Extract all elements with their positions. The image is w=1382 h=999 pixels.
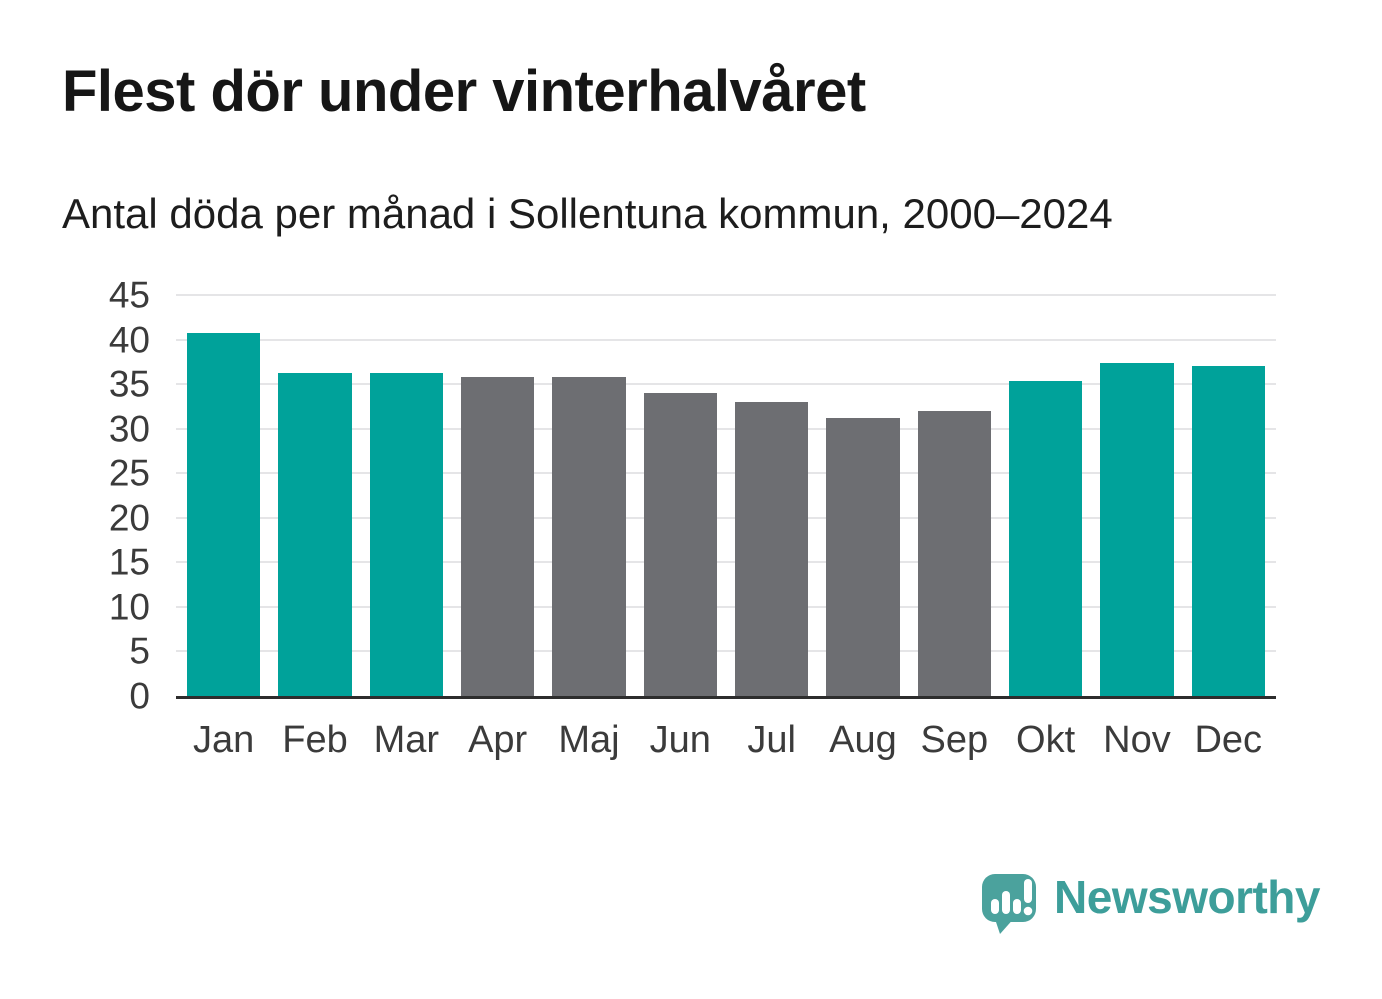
y-tick-10: 10 <box>108 586 150 628</box>
y-tick-45: 45 <box>108 274 150 316</box>
chart-title: Flest dör under vinterhalvåret <box>62 59 866 124</box>
y-tick-20: 20 <box>108 497 150 539</box>
x-tick-feb: Feb <box>282 719 348 761</box>
gridline-15 <box>176 561 1276 564</box>
x-tick-okt: Okt <box>1016 719 1076 761</box>
y-tick-5: 5 <box>129 630 150 672</box>
bars-container <box>176 295 1276 696</box>
y-tick-15: 15 <box>108 541 150 583</box>
bar-apr <box>460 376 535 696</box>
x-tick-jun: Jun <box>649 719 711 761</box>
x-tick-jan: Jan <box>193 719 255 761</box>
gridline-40 <box>176 338 1276 341</box>
bar-nov <box>1100 362 1174 696</box>
y-tick-0: 0 <box>129 675 150 717</box>
bar-jun <box>643 393 717 696</box>
gridline-35 <box>176 383 1276 386</box>
bar-jul <box>734 401 809 696</box>
bar-okt <box>1008 380 1083 696</box>
x-tick-sep: Sep <box>920 719 989 761</box>
x-axis: Jan Feb Mar Apr Maj Jun Jul Aug Sep Okt Nov Dec <box>176 716 1276 764</box>
x-tick-mar: Mar <box>373 719 440 761</box>
y-tick-25: 25 <box>108 452 150 494</box>
logo-bar-small-left <box>991 899 1000 914</box>
x-tick-nov: Nov <box>1103 719 1171 761</box>
gridline-20 <box>176 516 1276 519</box>
logo-bar-tall <box>1002 891 1011 914</box>
gridline-10 <box>176 605 1276 608</box>
x-tick-aug: Aug <box>829 719 897 761</box>
gridline-25 <box>176 472 1276 475</box>
y-axis: 0 5 10 15 20 25 30 35 40 45 <box>0 277 150 715</box>
bar-maj <box>552 376 626 696</box>
x-tick-maj: Maj <box>558 719 620 761</box>
gridline-30 <box>176 427 1276 430</box>
y-tick-30: 30 <box>108 408 150 450</box>
newsworthy-speech-bubble-chart-icon <box>982 874 1037 934</box>
x-tick-apr: Apr <box>468 719 528 761</box>
bar-feb <box>278 372 352 696</box>
logo-exclamation-dot <box>1023 906 1033 916</box>
y-tick-35: 35 <box>108 363 150 405</box>
y-tick-40: 40 <box>108 319 150 361</box>
bar-jan <box>187 333 261 696</box>
gridline-5 <box>176 650 1276 653</box>
x-tick-dec: Dec <box>1194 719 1263 761</box>
bar-dec <box>1191 366 1265 696</box>
bar-mar <box>369 372 443 696</box>
brand-lockup: Newsworthy <box>980 872 1320 936</box>
bar-sep <box>917 410 991 696</box>
brand-wordmark: Newsworthy <box>1054 871 1320 923</box>
logo-bar-small-right <box>1013 899 1022 914</box>
logo-exclamation-line <box>1024 879 1033 903</box>
bar-aug <box>826 417 900 696</box>
plot-area <box>176 294 1276 699</box>
gridline-45 <box>176 294 1276 296</box>
chart-subtitle: Antal döda per månad i Sollentuna kommun… <box>62 190 1113 237</box>
x-tick-jul: Jul <box>747 719 796 761</box>
